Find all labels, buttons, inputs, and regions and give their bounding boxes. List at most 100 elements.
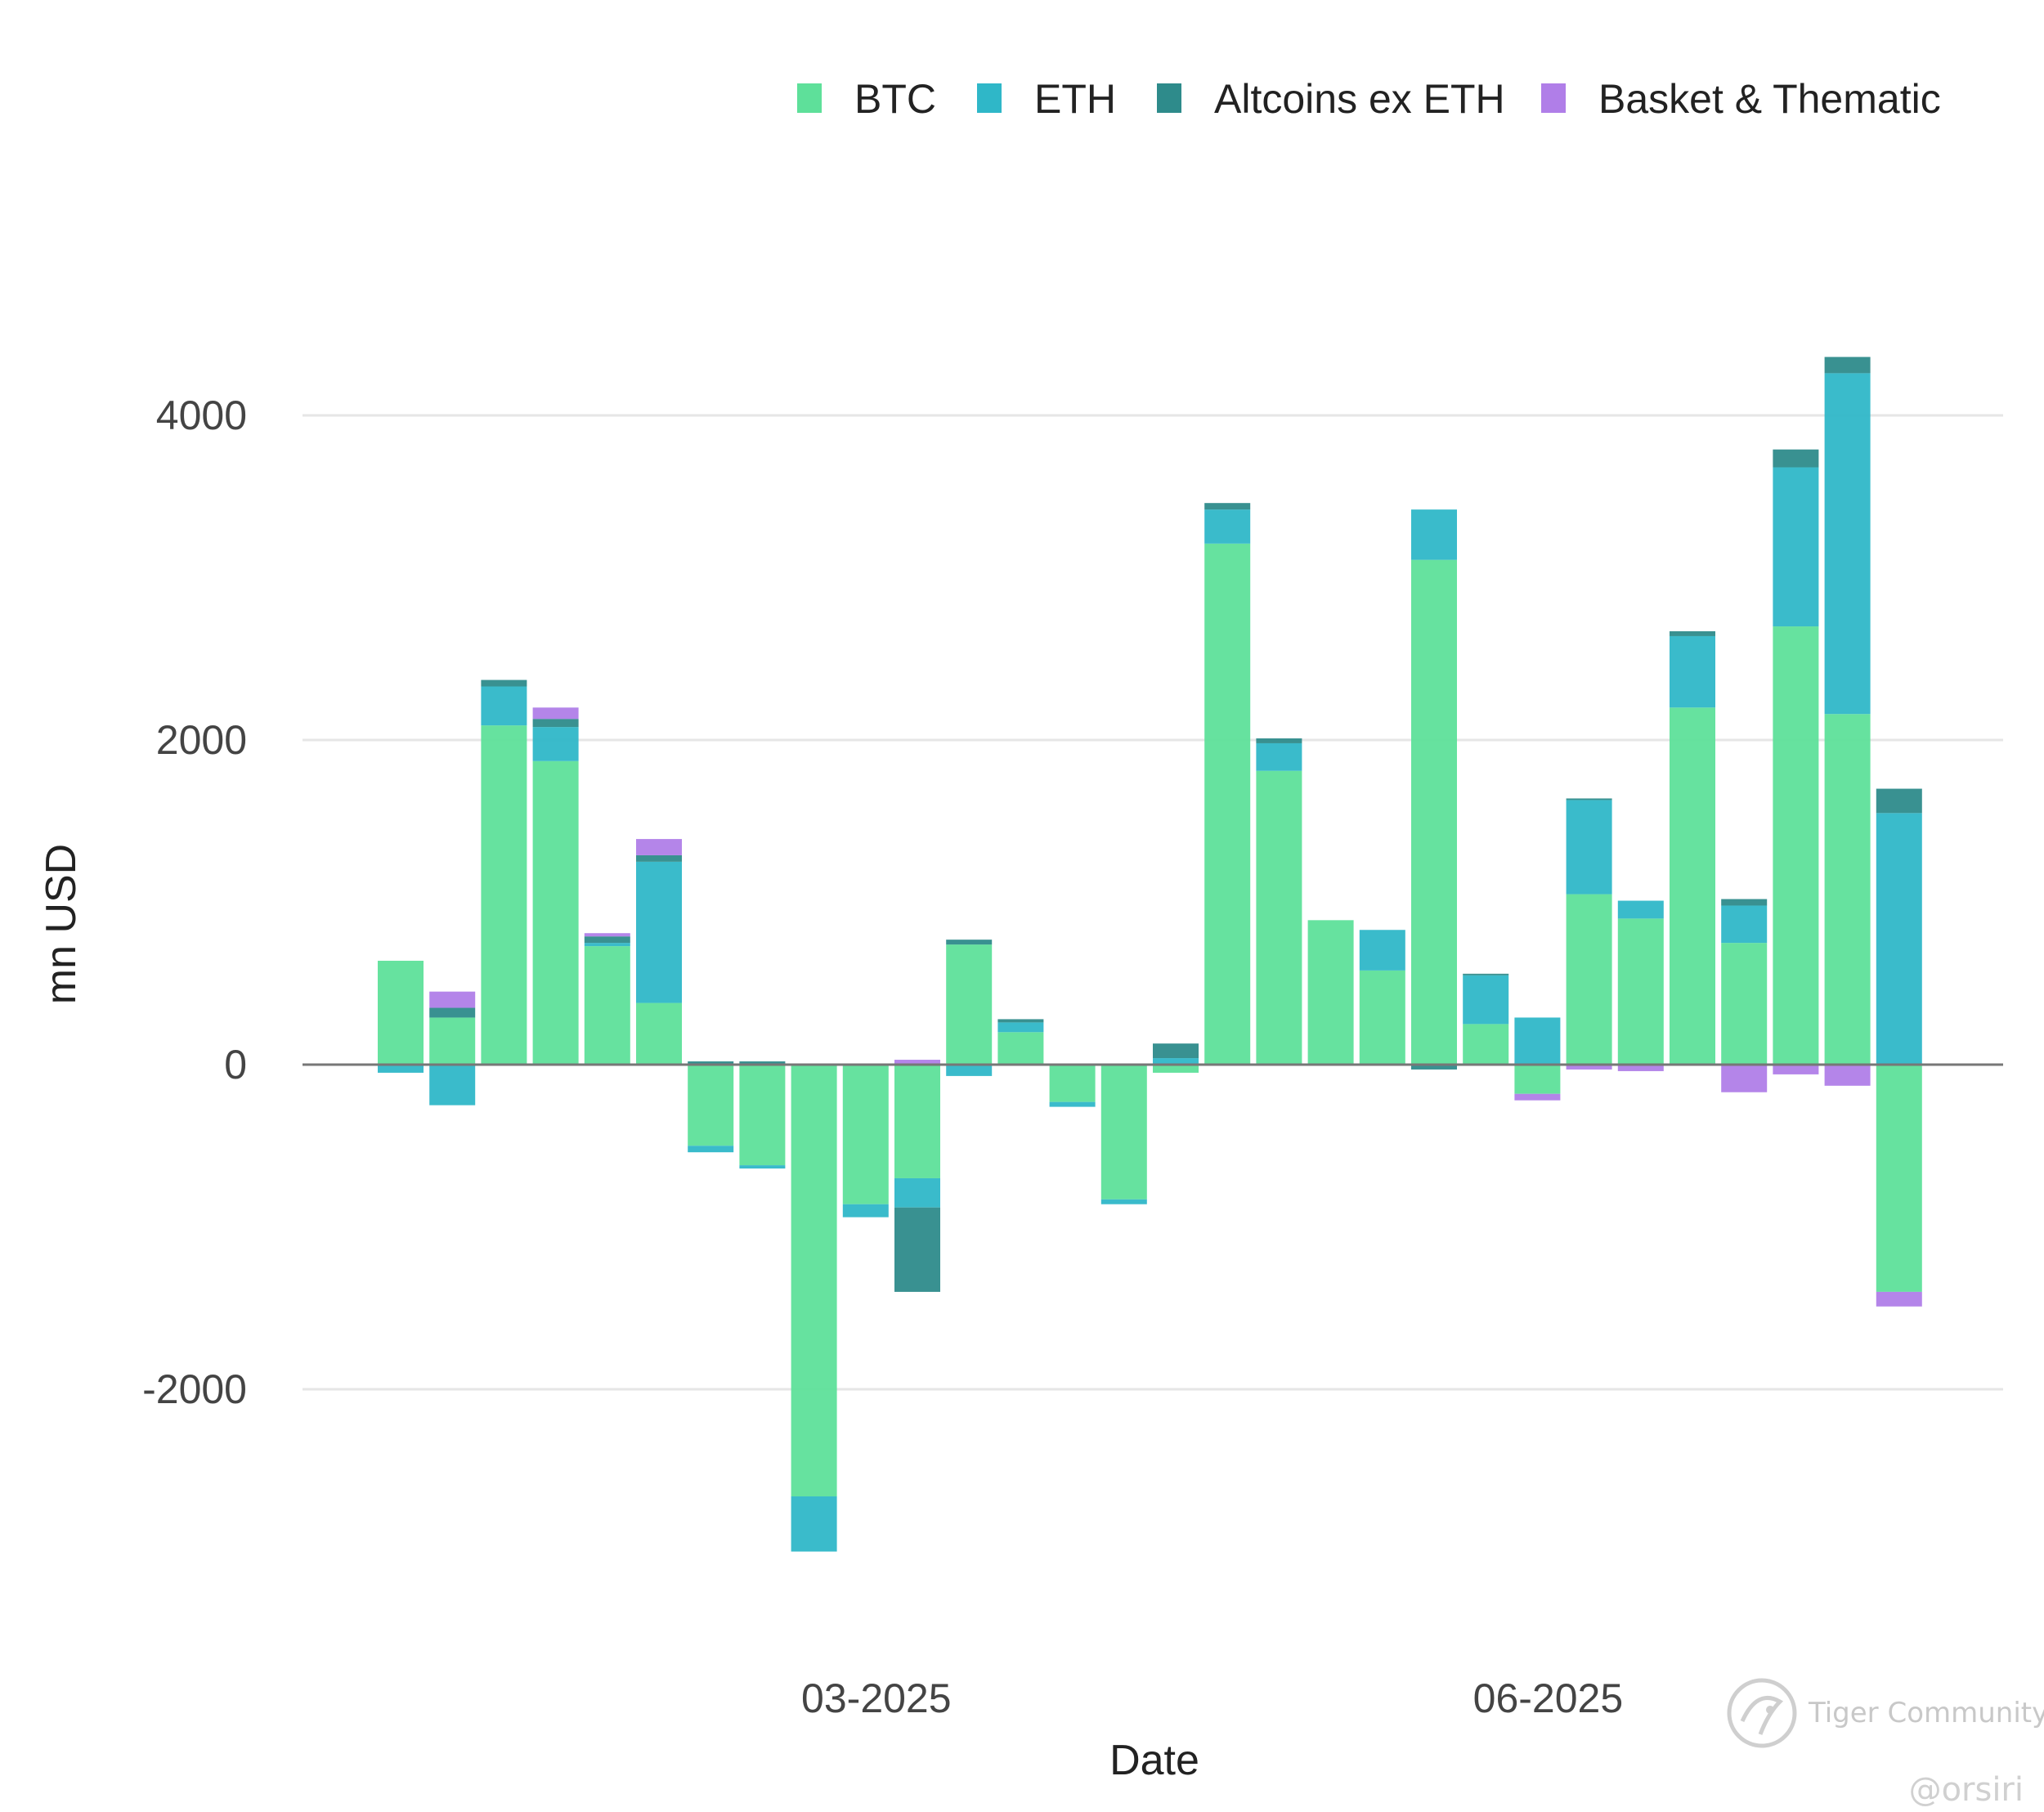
bar-segment-basket-thematic bbox=[1773, 1065, 1819, 1074]
bar-segment-btc bbox=[1204, 543, 1251, 1065]
x-tick-label: 03-2025 bbox=[801, 1675, 952, 1721]
bar-segment-btc bbox=[429, 1017, 476, 1065]
bar-segment-basket-thematic bbox=[584, 933, 630, 937]
bar-segment-basket-thematic bbox=[1566, 1065, 1612, 1070]
bar-segment-altcoins-ex-eth bbox=[1824, 357, 1871, 374]
bar-group bbox=[739, 1061, 786, 1169]
bar-segment-basket-thematic bbox=[532, 707, 579, 720]
bar-group bbox=[791, 1065, 837, 1552]
watermark-handle: @orsiri bbox=[1909, 1771, 2024, 1809]
bar-group bbox=[1411, 509, 1457, 1070]
bar-segment-eth bbox=[1256, 742, 1302, 771]
bar-segment-altcoins-ex-eth bbox=[894, 1207, 940, 1292]
bar-group bbox=[1463, 973, 1509, 1065]
bar-group bbox=[997, 1019, 1044, 1065]
bar-group bbox=[1566, 798, 1612, 1070]
bar-segment-altcoins-ex-eth bbox=[532, 719, 579, 728]
bar-segment-eth bbox=[1049, 1101, 1096, 1107]
bar-group bbox=[1876, 788, 1922, 1307]
bar-segment-altcoins-ex-eth bbox=[739, 1061, 786, 1065]
bar-segment-altcoins-ex-eth bbox=[584, 936, 630, 944]
bar-segment-eth bbox=[378, 1065, 424, 1073]
bar-group bbox=[1256, 738, 1302, 1065]
bar-segment-eth bbox=[946, 1065, 993, 1076]
legend-item: ETH bbox=[977, 76, 1116, 122]
bar-group bbox=[481, 680, 527, 1065]
legend-label: ETH bbox=[1034, 76, 1116, 122]
bar-segment-altcoins-ex-eth bbox=[1153, 1043, 1199, 1059]
y-tick-label: 4000 bbox=[156, 392, 247, 438]
bar-segment-eth bbox=[1617, 900, 1664, 919]
bar-segment-btc bbox=[1773, 626, 1819, 1065]
bar-group bbox=[1514, 1017, 1561, 1101]
x-axis-ticks: 03-2025 06-2025 bbox=[801, 1675, 1623, 1721]
bar-segment-eth bbox=[429, 1065, 476, 1106]
bar-group bbox=[378, 960, 424, 1073]
bar-segment-altcoins-ex-eth bbox=[946, 940, 993, 945]
bar-segment-btc bbox=[1411, 559, 1457, 1065]
bar-segment-btc bbox=[1670, 707, 1715, 1065]
bar-segment-eth bbox=[739, 1165, 786, 1169]
x-axis-title: Date bbox=[1109, 1737, 1199, 1784]
bar-segment-btc bbox=[1514, 1065, 1561, 1094]
bar-segment-btc bbox=[636, 1002, 682, 1065]
bar-segment-eth bbox=[584, 943, 630, 947]
bar-group bbox=[429, 991, 476, 1106]
bar-segment-btc bbox=[1824, 714, 1871, 1065]
bar-segment-eth bbox=[1514, 1017, 1561, 1065]
bar-group bbox=[1721, 899, 1768, 1092]
bar-segment-btc bbox=[1359, 970, 1405, 1065]
bar-segment-eth bbox=[481, 686, 527, 726]
bar-segment-eth bbox=[1204, 509, 1251, 544]
watermark-brand: Tiger Community bbox=[1808, 1697, 2044, 1729]
bar-group bbox=[1773, 449, 1819, 1074]
bar-segment-basket-thematic bbox=[894, 1060, 940, 1065]
y-tick-label: 0 bbox=[224, 1042, 247, 1088]
bar-segment-eth bbox=[1463, 975, 1509, 1025]
bar-group bbox=[1307, 920, 1354, 1065]
bar-segment-altcoins-ex-eth bbox=[481, 680, 527, 687]
bar-segment-eth bbox=[1773, 467, 1819, 627]
bar-segment-altcoins-ex-eth bbox=[636, 854, 682, 862]
bar-segment-altcoins-ex-eth bbox=[688, 1061, 734, 1065]
bar-segment-btc bbox=[842, 1065, 889, 1204]
bar-group bbox=[1359, 930, 1405, 1065]
bar-group bbox=[1204, 503, 1251, 1065]
bar-group bbox=[1049, 1065, 1096, 1107]
bar-segment-btc bbox=[946, 944, 993, 1065]
bar-segment-altcoins-ex-eth bbox=[997, 1019, 1044, 1023]
legend: BTC ETH Altcoins ex ETH Basket & Thematic bbox=[797, 76, 1941, 122]
bar-group bbox=[1100, 1065, 1147, 1204]
watermark: Tiger Community @orsiri bbox=[1727, 1678, 2044, 1809]
bar-segment-eth bbox=[1566, 800, 1612, 895]
bar-segment-btc bbox=[481, 725, 527, 1065]
bar-segment-btc bbox=[1100, 1065, 1147, 1200]
bar-group bbox=[1824, 357, 1871, 1086]
bar-segment-btc bbox=[1617, 918, 1664, 1065]
bars bbox=[378, 357, 1922, 1552]
bar-segment-btc bbox=[1153, 1065, 1199, 1073]
bar-segment-eth bbox=[997, 1022, 1044, 1033]
bar-segment-eth bbox=[1411, 509, 1457, 560]
bar-segment-eth bbox=[688, 1146, 734, 1153]
bar-segment-eth bbox=[1153, 1058, 1199, 1065]
bar-segment-basket-thematic bbox=[1876, 1291, 1922, 1307]
bar-segment-btc bbox=[997, 1032, 1044, 1065]
bar-segment-altcoins-ex-eth bbox=[1721, 899, 1768, 906]
y-axis-title: mn USD bbox=[38, 844, 85, 1004]
bar-segment-altcoins-ex-eth bbox=[1411, 1065, 1457, 1070]
bar-segment-eth bbox=[1721, 905, 1768, 944]
bar-segment-btc bbox=[1876, 1065, 1922, 1292]
bar-segment-altcoins-ex-eth bbox=[1876, 788, 1922, 814]
bar-segment-btc bbox=[532, 760, 579, 1065]
bar-segment-btc bbox=[739, 1065, 786, 1166]
tiger-logo-icon bbox=[1727, 1678, 1797, 1748]
bar-group bbox=[1617, 900, 1664, 1071]
bar-group bbox=[1153, 1043, 1199, 1073]
bar-segment-altcoins-ex-eth bbox=[1670, 631, 1715, 636]
bar-segment-btc bbox=[1463, 1024, 1509, 1065]
bar-segment-btc bbox=[1566, 894, 1612, 1065]
legend-swatch bbox=[797, 83, 822, 113]
bar-group bbox=[1670, 631, 1715, 1065]
